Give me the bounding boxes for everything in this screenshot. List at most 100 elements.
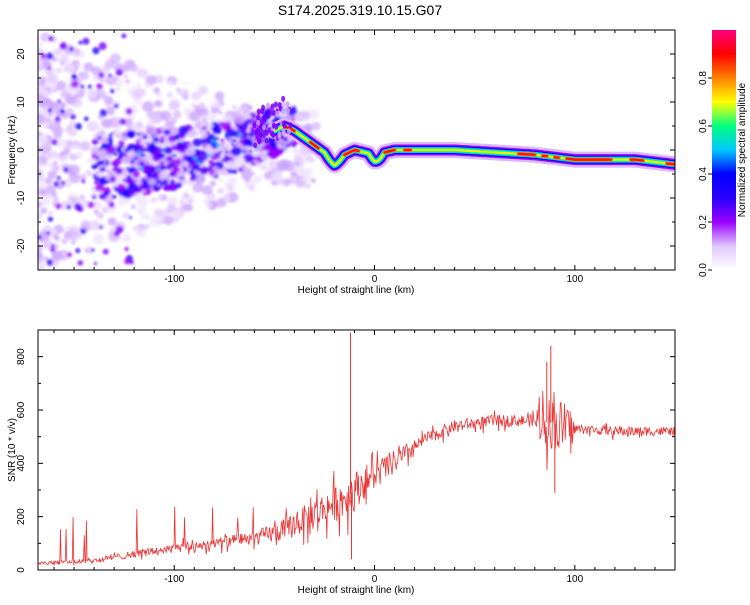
noise-blob xyxy=(268,160,275,167)
spectrogram-ytick-label: 20 xyxy=(16,48,27,60)
noise-blob xyxy=(242,150,247,153)
noise-blob xyxy=(188,199,193,203)
spectrogram-xtick-label: 100 xyxy=(566,274,583,285)
noise-blob xyxy=(122,212,129,219)
noise-blob xyxy=(100,78,105,82)
noise-blob xyxy=(48,211,53,216)
noise-blob xyxy=(75,123,82,130)
noise-blob xyxy=(55,203,61,209)
ridge-hot-core xyxy=(555,157,559,158)
spectral-noise-blobs xyxy=(32,32,321,270)
snr-series-line xyxy=(38,391,675,566)
noise-blob xyxy=(153,137,159,142)
ridge-hot-core xyxy=(667,163,675,164)
noise-blob xyxy=(191,91,201,100)
noise-blob xyxy=(80,85,84,89)
noise-blob xyxy=(276,111,280,117)
noise-blob xyxy=(254,160,260,165)
noise-blob xyxy=(48,216,54,222)
noise-blob xyxy=(254,175,262,183)
noise-blob xyxy=(96,156,99,159)
noise-blob xyxy=(85,170,91,176)
noise-blob xyxy=(99,42,107,50)
noise-blob xyxy=(222,194,231,202)
noise-blob xyxy=(232,169,238,174)
noise-blob xyxy=(67,126,71,130)
noise-blob xyxy=(114,164,119,169)
noise-blob xyxy=(281,108,285,114)
spectrogram-ytick-label: -10 xyxy=(16,190,27,205)
snr-xtick-label: -100 xyxy=(164,574,184,585)
noise-blob xyxy=(206,202,213,208)
noise-blob xyxy=(256,128,260,134)
noise-blob xyxy=(275,161,280,166)
noise-blob xyxy=(225,150,229,154)
noise-blob xyxy=(98,72,104,78)
noise-blob xyxy=(88,85,93,90)
noise-blob xyxy=(48,36,54,42)
noise-blob xyxy=(54,236,60,241)
spectrogram-ytick-label: -20 xyxy=(16,238,27,253)
noise-blob xyxy=(173,111,182,119)
noise-blob xyxy=(82,38,89,45)
noise-blob xyxy=(234,179,238,183)
noise-blob xyxy=(144,224,150,230)
noise-blob xyxy=(281,130,285,136)
noise-blob xyxy=(151,114,163,124)
noise-blob xyxy=(70,114,76,120)
noise-blob xyxy=(199,167,209,175)
noise-blob xyxy=(42,145,51,153)
noise-blob xyxy=(139,141,144,145)
noise-blob xyxy=(159,139,164,143)
snr-ytick-label: 200 xyxy=(16,508,27,525)
noise-blob xyxy=(108,136,113,141)
noise-blob xyxy=(235,115,246,124)
colorbar-tick-label: 0.6 xyxy=(698,119,709,133)
colorbar-label: Normalized spectral amplitude xyxy=(737,82,748,217)
noise-blob xyxy=(126,108,133,115)
noise-blob xyxy=(99,167,106,173)
noise-blob xyxy=(116,134,121,138)
noise-blob xyxy=(116,88,120,92)
colorbar-ticks: 0.00.20.40.60.8 xyxy=(698,71,712,277)
noise-blob xyxy=(57,99,61,103)
noise-blob xyxy=(101,119,111,128)
noise-blob xyxy=(61,239,67,244)
figure-title: S174.2025.319.10.15.G07 xyxy=(278,2,442,18)
noise-blob xyxy=(268,151,278,159)
noise-blob xyxy=(47,67,51,71)
noise-blob xyxy=(39,76,46,82)
noise-blob xyxy=(186,156,195,163)
noise-blob xyxy=(160,166,165,170)
noise-blob xyxy=(214,137,219,140)
noise-blob xyxy=(299,171,311,182)
noise-blob xyxy=(188,131,194,136)
noise-blob xyxy=(303,154,313,163)
noise-blob xyxy=(76,89,81,93)
noise-blob xyxy=(201,122,206,126)
noise-blob xyxy=(232,106,235,109)
noise-blob xyxy=(183,193,190,199)
noise-blob xyxy=(208,159,214,164)
noise-blob xyxy=(193,157,198,160)
noise-blob xyxy=(108,142,111,145)
noise-blob xyxy=(143,135,148,139)
noise-blob xyxy=(91,248,95,252)
noise-blob xyxy=(103,249,109,255)
noise-blob xyxy=(212,172,217,176)
noise-blob xyxy=(133,157,138,160)
noise-blob xyxy=(177,143,183,148)
noise-blob xyxy=(67,230,79,241)
noise-blob xyxy=(108,202,114,208)
noise-blob xyxy=(96,174,100,177)
noise-blob xyxy=(172,154,177,157)
noise-blob xyxy=(96,90,106,99)
noise-blob xyxy=(214,124,220,129)
noise-blob xyxy=(286,108,290,114)
noise-blob xyxy=(144,83,150,88)
spectrogram-ytick-label: 10 xyxy=(16,96,27,108)
noise-blob xyxy=(159,149,164,152)
noise-blob xyxy=(100,160,104,164)
noise-blob xyxy=(136,196,148,207)
